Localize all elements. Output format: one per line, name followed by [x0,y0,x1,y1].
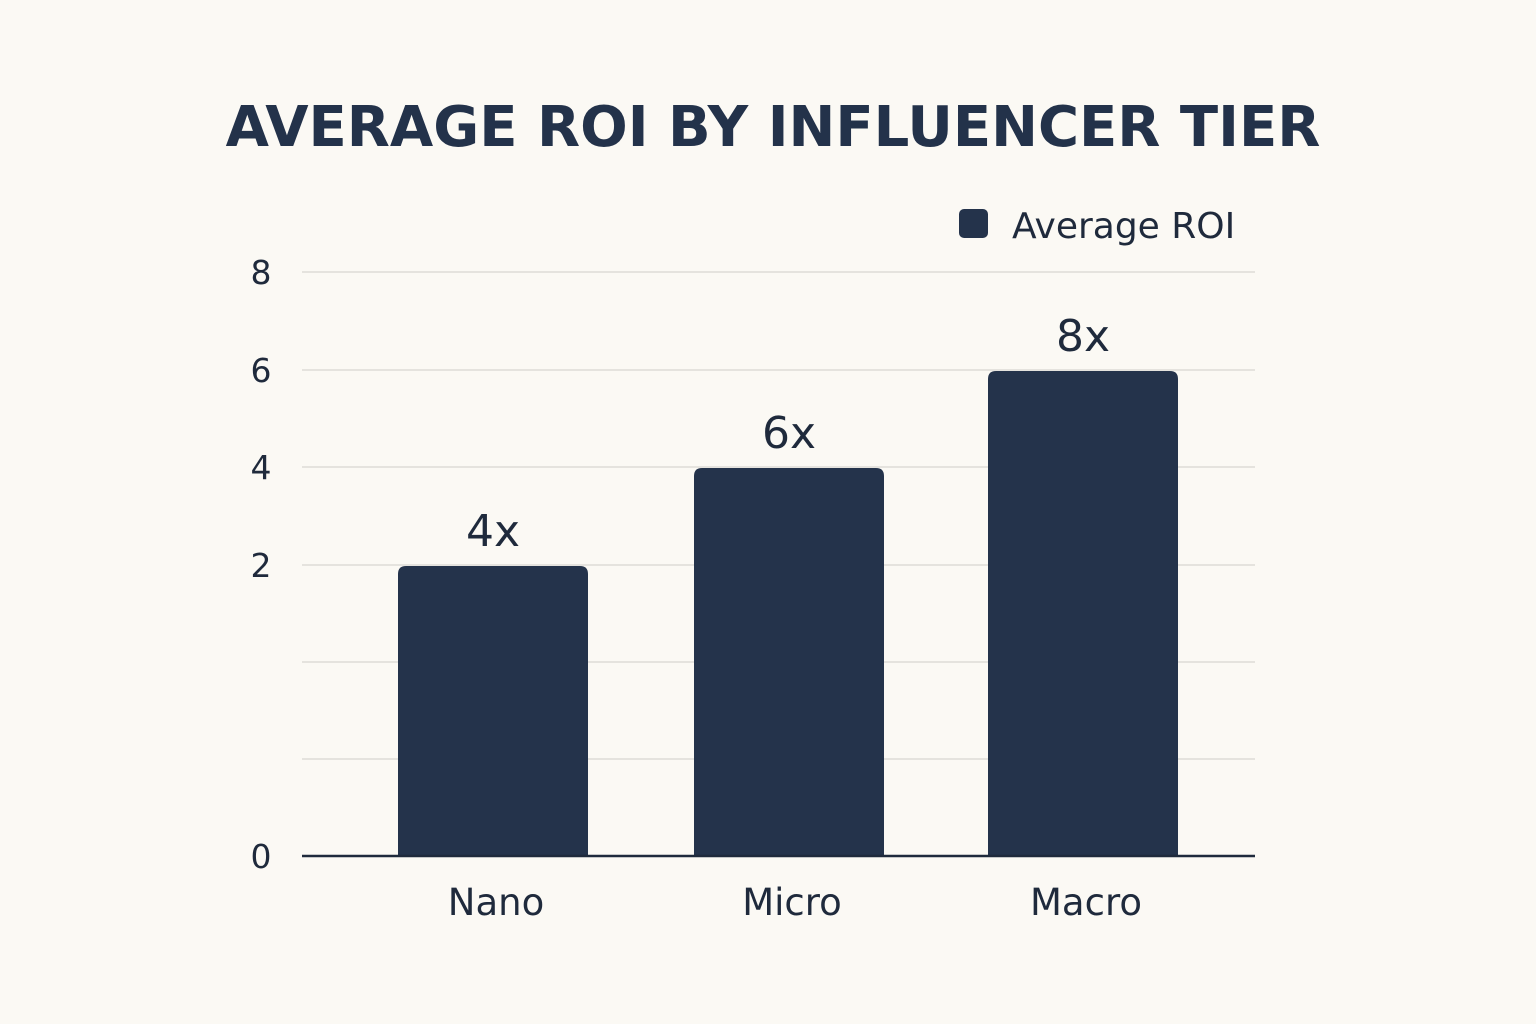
data-label: 4x [466,506,520,557]
y-tick-label: 0 [251,837,272,876]
x-tick-label: Macro [1030,881,1142,924]
bar-macro [988,371,1178,856]
x-tick-label: Micro [742,881,842,924]
y-tick-label: 8 [251,253,272,292]
data-label: 6x [762,408,816,459]
y-tick-label: 2 [251,546,272,585]
legend-swatch [959,209,988,238]
legend-label: Average ROI [1012,206,1235,247]
bar-nano [398,566,588,856]
x-tick-label: Nano [448,881,544,924]
legend: Average ROI [959,206,1235,247]
y-tick-label: 4 [251,448,272,487]
y-tick-label: 6 [251,351,272,390]
chart-title: AVERAGE ROI BY INFLUENCER TIER [226,95,1321,160]
bar-micro [694,468,884,856]
data-label: 8x [1056,311,1110,362]
